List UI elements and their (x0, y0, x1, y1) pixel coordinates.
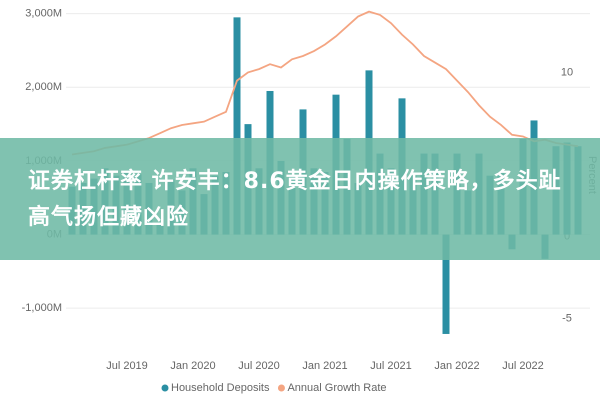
headline-banner: 证券杠杆率 许安丰：8.6黄金日内操作策略，多头趾高气扬但藏凶险 (0, 138, 600, 260)
bar (233, 17, 241, 235)
bar (442, 234, 450, 334)
x-tick-label: Jan 2022 (434, 360, 479, 372)
y2-tick-label: -5 (562, 313, 572, 325)
x-tick-label: Jul 2022 (502, 360, 544, 372)
x-tick-label: Jul 2019 (106, 360, 148, 372)
x-tick-label: Jul 2021 (370, 360, 412, 372)
y-tick-label: 2,000M (25, 81, 62, 93)
line (71, 10, 579, 156)
y2-tick-label: 10 (561, 66, 573, 78)
y-tick-label: -1,000M (22, 302, 62, 314)
headline: 证券杠杆率 许安丰：8.6黄金日内操作策略，多头趾高气扬但藏凶险 (28, 169, 562, 230)
legend-swatch (161, 384, 169, 392)
x-tick-label: Jul 2020 (238, 360, 280, 372)
legend-label: Household Deposits (171, 382, 270, 394)
y-tick-label: 3,000M (25, 8, 62, 20)
x-tick-label: Jan 2020 (170, 360, 215, 372)
legend-label: Annual Growth Rate (287, 382, 386, 394)
legend-swatch (277, 384, 285, 392)
x-tick-label: Jan 2021 (302, 360, 347, 372)
